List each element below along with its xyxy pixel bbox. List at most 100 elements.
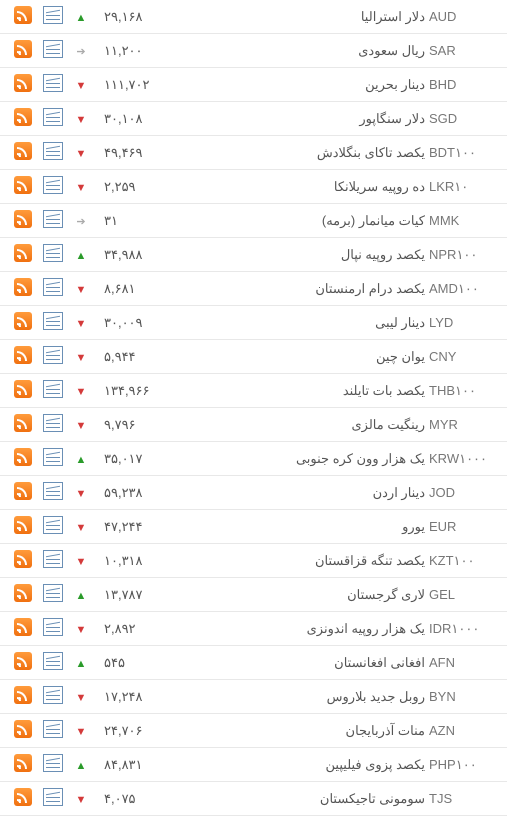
rss-link[interactable] bbox=[8, 720, 38, 741]
currency-price: ۵۴۵ bbox=[94, 655, 164, 671]
trend-indicator: ▲ bbox=[68, 9, 94, 24]
rss-link[interactable] bbox=[8, 380, 38, 401]
table-row: LKR۱۰ده روپیه سریلانکا۲,۲۵۹▼ bbox=[0, 170, 507, 204]
chart-link[interactable] bbox=[38, 720, 68, 741]
trend-arrow-icon: ➔ bbox=[76, 45, 85, 58]
rss-link[interactable] bbox=[8, 754, 38, 775]
rss-link[interactable] bbox=[8, 312, 38, 333]
chart-link[interactable] bbox=[38, 686, 68, 707]
chart-icon bbox=[43, 380, 63, 398]
chart-link[interactable] bbox=[38, 176, 68, 197]
rss-link[interactable] bbox=[8, 6, 38, 27]
table-row: BDT۱۰۰یکصد تاکای بنگلادش۴۹,۴۶۹▼ bbox=[0, 136, 507, 170]
table-row: CNYیوان چین۵,۹۴۴▼ bbox=[0, 340, 507, 374]
trend-indicator: ▼ bbox=[68, 553, 94, 568]
chart-link[interactable] bbox=[38, 652, 68, 673]
rss-link[interactable] bbox=[8, 414, 38, 435]
chart-link[interactable] bbox=[38, 210, 68, 231]
trend-indicator: ➔ bbox=[68, 213, 94, 228]
rss-link[interactable] bbox=[8, 210, 38, 231]
chart-link[interactable] bbox=[38, 448, 68, 469]
rss-link[interactable] bbox=[8, 448, 38, 469]
chart-link[interactable] bbox=[38, 346, 68, 367]
rss-link[interactable] bbox=[8, 686, 38, 707]
rss-link[interactable] bbox=[8, 40, 38, 61]
chart-link[interactable] bbox=[38, 618, 68, 639]
table-row: BYNروبل جدید بلاروس۱۷,۲۴۸▼ bbox=[0, 680, 507, 714]
currency-price: ۳۵,۰۱۷ bbox=[94, 451, 164, 467]
chart-link[interactable] bbox=[38, 516, 68, 537]
rss-icon bbox=[14, 414, 32, 432]
chart-link[interactable] bbox=[38, 142, 68, 163]
chart-icon bbox=[43, 142, 63, 160]
trend-arrow-icon: ▼ bbox=[76, 692, 87, 704]
chart-link[interactable] bbox=[38, 278, 68, 299]
rss-link[interactable] bbox=[8, 516, 38, 537]
trend-indicator: ▲ bbox=[68, 451, 94, 466]
rss-link[interactable] bbox=[8, 278, 38, 299]
chart-link[interactable] bbox=[38, 244, 68, 265]
currency-name: دینار لیبی bbox=[164, 315, 429, 331]
rss-icon bbox=[14, 210, 32, 228]
trend-indicator: ▲ bbox=[68, 247, 94, 262]
currency-price: ۸,۶۸۱ bbox=[94, 281, 164, 297]
currency-name: افغانی افغانستان bbox=[164, 655, 429, 671]
currency-price: ۴۷,۲۴۴ bbox=[94, 519, 164, 535]
table-row: KRW۱۰۰۰یک هزار وون کره جنوبی۳۵,۰۱۷▲ bbox=[0, 442, 507, 476]
trend-arrow-icon: ▼ bbox=[76, 794, 87, 806]
rss-link[interactable] bbox=[8, 618, 38, 639]
rss-link[interactable] bbox=[8, 244, 38, 265]
rss-link[interactable] bbox=[8, 346, 38, 367]
trend-indicator: ▼ bbox=[68, 723, 94, 738]
chart-link[interactable] bbox=[38, 312, 68, 333]
rss-icon bbox=[14, 788, 32, 806]
trend-indicator: ▼ bbox=[68, 689, 94, 704]
rss-link[interactable] bbox=[8, 652, 38, 673]
trend-arrow-icon: ▼ bbox=[76, 318, 87, 330]
trend-arrow-icon: ▼ bbox=[76, 386, 87, 398]
currency-name: لاری گرجستان bbox=[164, 587, 429, 603]
rss-link[interactable] bbox=[8, 550, 38, 571]
chart-link[interactable] bbox=[38, 6, 68, 27]
currency-name: یک هزار وون کره جنوبی bbox=[164, 451, 429, 467]
trend-indicator: ▼ bbox=[68, 315, 94, 330]
rss-link[interactable] bbox=[8, 74, 38, 95]
currency-code: AZN bbox=[429, 723, 499, 738]
chart-link[interactable] bbox=[38, 550, 68, 571]
currency-code: CNY bbox=[429, 349, 499, 364]
currency-code: SAR bbox=[429, 43, 499, 58]
chart-link[interactable] bbox=[38, 482, 68, 503]
chart-icon bbox=[43, 686, 63, 704]
currency-name: رینگیت مالزی bbox=[164, 417, 429, 433]
currency-price: ۵,۹۴۴ bbox=[94, 349, 164, 365]
currency-price: ۹,۷۹۶ bbox=[94, 417, 164, 433]
trend-arrow-icon: ▼ bbox=[76, 522, 87, 534]
rss-link[interactable] bbox=[8, 788, 38, 809]
table-row: KZT۱۰۰یکصد تنگه قزاقستان۱۰,۳۱۸▼ bbox=[0, 544, 507, 578]
rss-link[interactable] bbox=[8, 176, 38, 197]
chart-icon bbox=[43, 516, 63, 534]
chart-link[interactable] bbox=[38, 40, 68, 61]
rss-link[interactable] bbox=[8, 142, 38, 163]
currency-price: ۳۰,۰۰۹ bbox=[94, 315, 164, 331]
chart-link[interactable] bbox=[38, 754, 68, 775]
currency-price: ۱۳۴,۹۶۶ bbox=[94, 383, 164, 399]
chart-link[interactable] bbox=[38, 788, 68, 809]
trend-indicator: ▼ bbox=[68, 485, 94, 500]
chart-link[interactable] bbox=[38, 108, 68, 129]
rss-link[interactable] bbox=[8, 584, 38, 605]
rss-icon bbox=[14, 584, 32, 602]
trend-arrow-icon: ▲ bbox=[76, 760, 87, 772]
currency-name: یکصد تنگه قزاقستان bbox=[164, 553, 429, 569]
rss-icon bbox=[14, 720, 32, 738]
chart-link[interactable] bbox=[38, 74, 68, 95]
chart-link[interactable] bbox=[38, 584, 68, 605]
currency-code: KZT۱۰۰ bbox=[429, 553, 499, 569]
chart-link[interactable] bbox=[38, 380, 68, 401]
rss-link[interactable] bbox=[8, 108, 38, 129]
rss-link[interactable] bbox=[8, 482, 38, 503]
table-row: GELلاری گرجستان۱۳,۷۸۷▲ bbox=[0, 578, 507, 612]
currency-name: کیات میانمار (برمه) bbox=[164, 213, 429, 229]
chart-link[interactable] bbox=[38, 414, 68, 435]
table-row: JODدینار اردن۵۹,۲۳۸▼ bbox=[0, 476, 507, 510]
